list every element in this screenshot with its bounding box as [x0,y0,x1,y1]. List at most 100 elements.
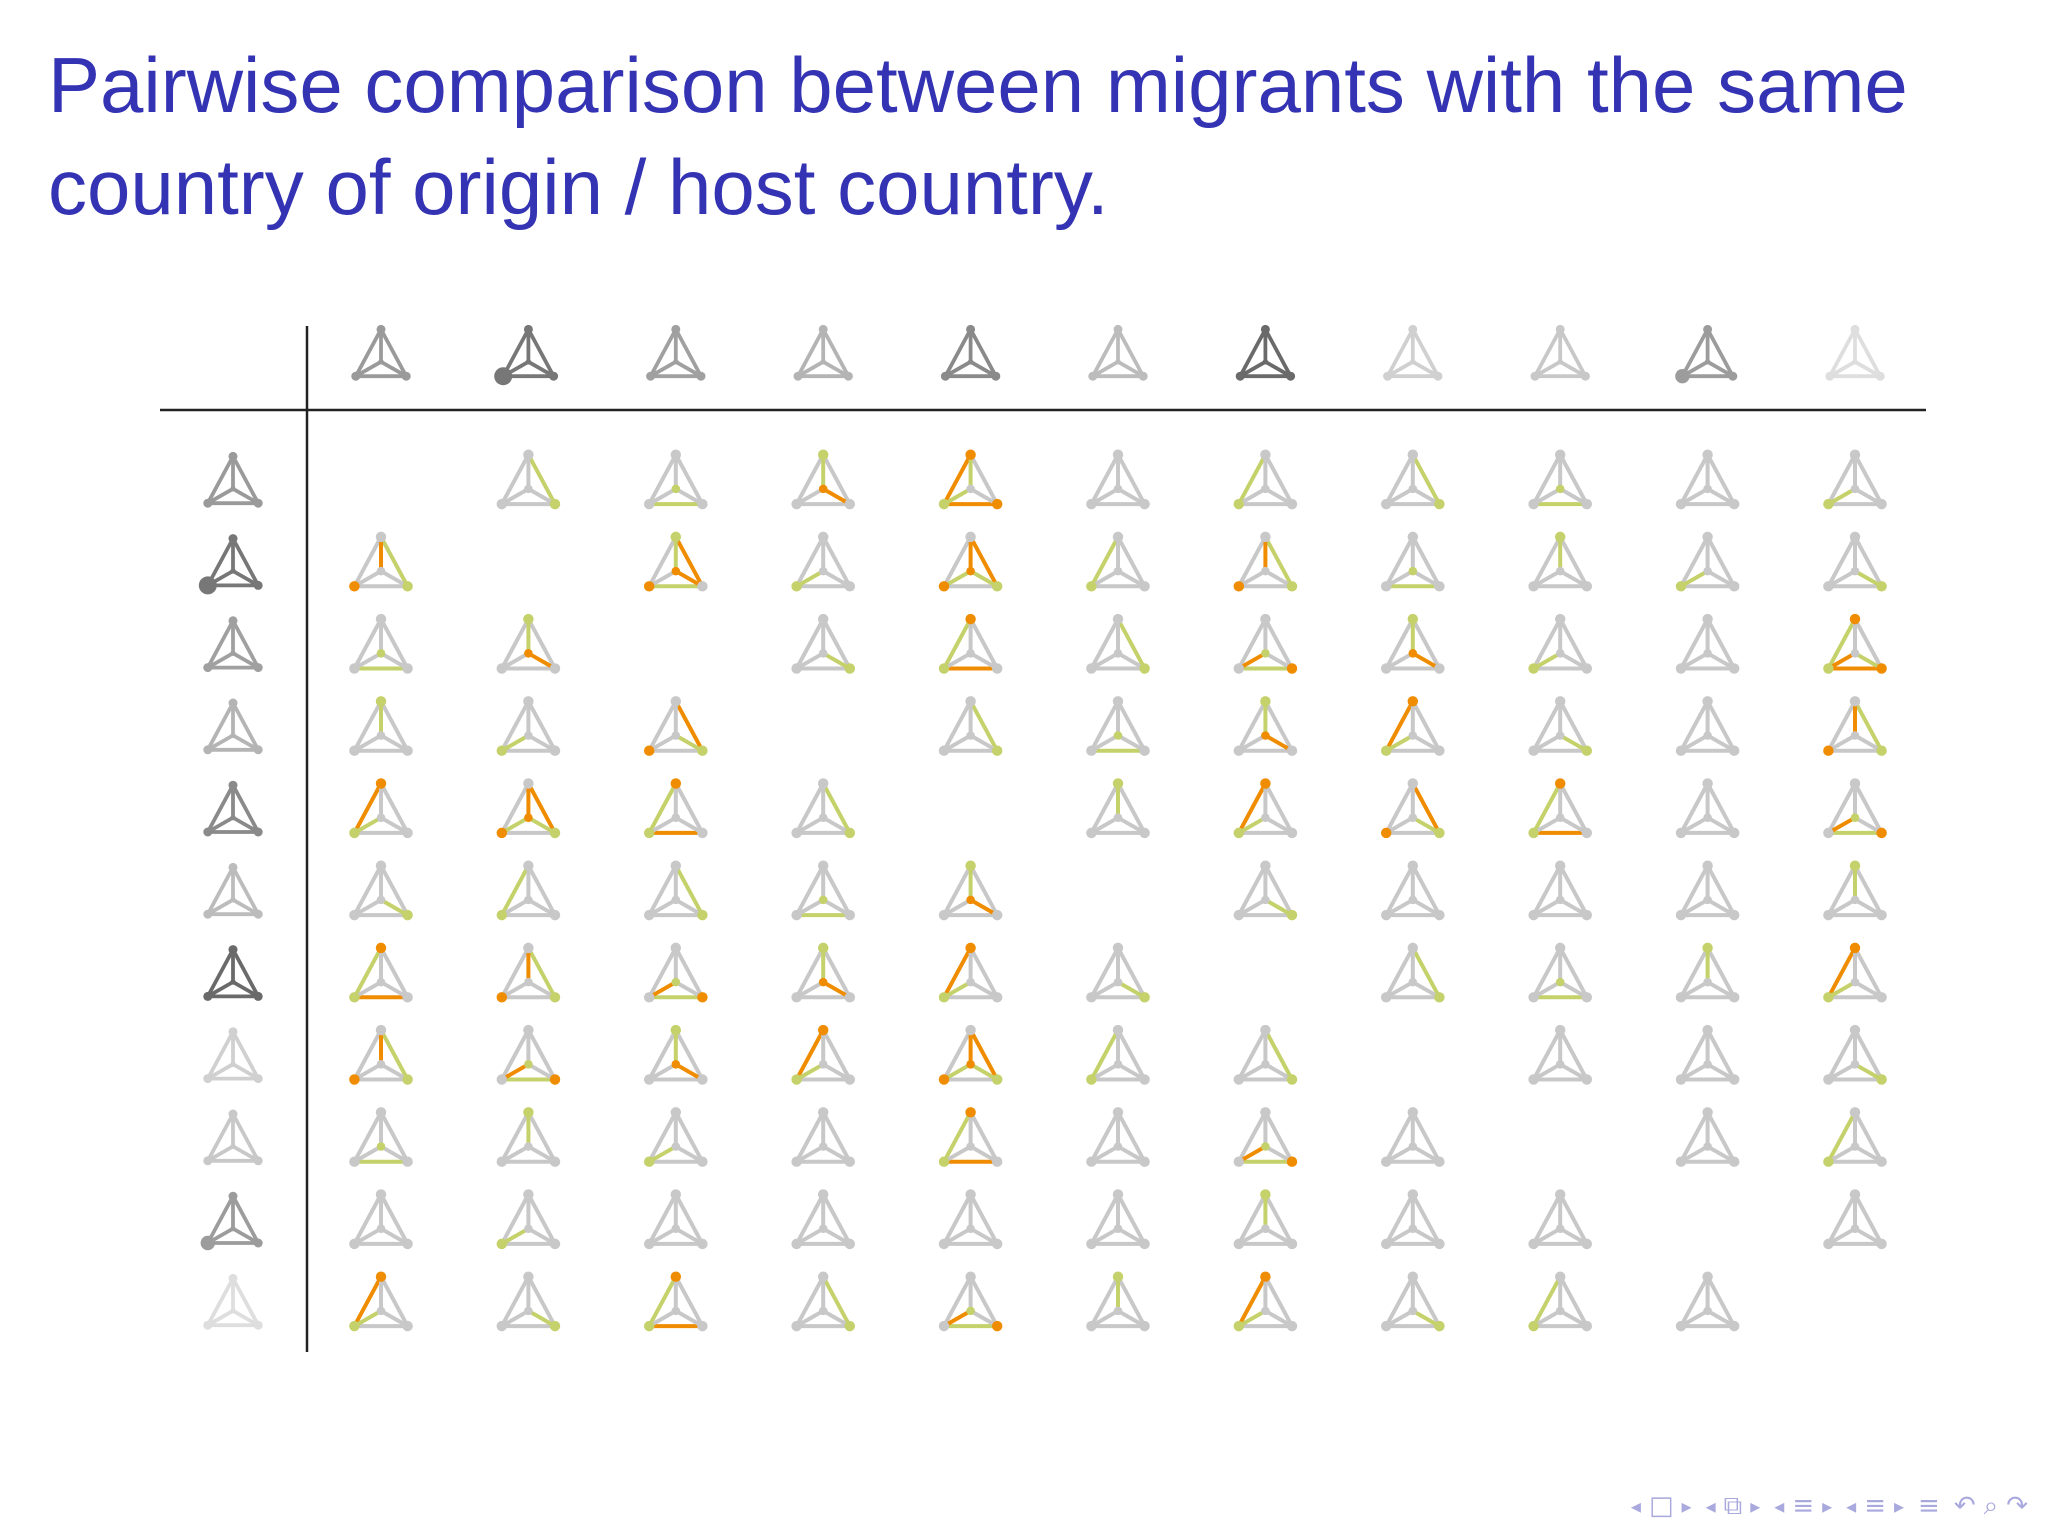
nav-next-subsection-icon[interactable]: ▸ [1894,1494,1905,1518]
motif-edge [499,1028,531,1082]
nav-slide-icon[interactable]: ⧉ [1723,1491,1743,1521]
nav-prev-slide-icon[interactable]: ◂ [1705,1494,1716,1518]
motif-node [1849,696,1861,707]
matrix-cell-motif [496,1271,561,1332]
matrix-cell-motif [496,1024,561,1085]
nav-section-icon[interactable]: ≡ [1792,1491,1815,1521]
motif-node [1086,745,1097,756]
motif-node [844,1238,856,1250]
motif-edge [1558,452,1589,507]
nav-document-icon[interactable]: ≡ [1918,1491,1940,1521]
matrix-cell-motif [1823,1189,1887,1250]
motif-edge [943,327,973,379]
motif-node [203,1156,213,1166]
motif-edge [1853,327,1883,379]
motif-node [1233,1320,1245,1332]
matrix-cell-motif [349,860,413,921]
motif-node [1675,827,1687,839]
nav-forward-icon[interactable]: ↷ [2006,1491,2028,1521]
motif-node [496,745,508,756]
motif-edge [1531,1274,1563,1329]
motif-edge [1558,327,1588,379]
motif-node [1112,449,1124,460]
motif-node [1528,498,1539,510]
nav-back-icon[interactable]: ↶ [1953,1491,1976,1521]
motif-node [1407,1189,1419,1200]
motif-edge [352,699,383,753]
matrix-cell-motif [938,860,1003,921]
motif-edge [379,781,410,835]
motif-node [697,992,708,1003]
motif-node [817,1107,829,1118]
nav-next-section-icon[interactable]: ▸ [1822,1494,1833,1518]
motif-node [696,371,706,381]
motif-node [697,827,708,839]
nav-frame-icon[interactable]: □ [1648,1491,1674,1521]
matrix-cell-motif [1380,1107,1445,1167]
motif-edge [1826,863,1857,918]
motif-node [203,909,213,919]
motif-node [1823,909,1834,921]
motif-edge [205,980,235,999]
motif-node [1728,498,1740,510]
motif-node [1434,909,1445,921]
motif-edge [648,327,678,379]
motif-node [1554,613,1566,625]
motif-edge [1263,359,1293,379]
motif-node [351,371,361,381]
matrix-cell-motif [496,860,561,921]
motif-node [697,745,708,756]
motif-node [1557,359,1563,365]
nav-next-slide-icon[interactable]: ▸ [1750,1494,1761,1518]
row-header-motif [203,1109,263,1166]
motif-edge [379,534,410,589]
motif-edge [379,1192,410,1246]
row-header-motif [203,1273,263,1330]
motif-node [230,979,236,985]
motif-node [938,745,950,756]
motif-node [1823,1238,1834,1250]
motif-edge [647,781,678,835]
motif-edge [942,863,973,918]
nav-prev-subsection-icon[interactable]: ◂ [1846,1494,1857,1518]
matrix-cell-motif [643,1271,708,1332]
motif-edge [942,699,973,753]
motif-node [376,895,386,905]
motif-edge [1263,781,1294,835]
motif-node [402,1238,413,1250]
motif-edge [1263,534,1294,589]
motif-node [1849,860,1861,871]
matrix-cell-motif [1823,696,1887,756]
motif-edge [673,1192,705,1246]
motif-node [1823,498,1834,510]
motif-node [1233,498,1245,510]
motif-edge [794,452,826,507]
motif-node [1555,484,1565,494]
nav-prev-section-icon[interactable]: ◂ [1774,1494,1785,1518]
motif-node [1260,696,1271,707]
motif-node [938,1156,950,1167]
motif-node [230,568,236,574]
motif-node [402,827,413,839]
motif-node [228,1191,238,1201]
matrix-cell-motif [1086,942,1150,1003]
matrix-cell-motif [643,1024,708,1085]
motif-edge [1410,863,1442,918]
motif-node [965,1189,976,1200]
motif-edge [968,1192,1000,1246]
matrix-cell-motif [1675,1107,1740,1167]
motif-node [643,498,655,510]
motif-edge [794,1274,826,1329]
nav-subsection-icon[interactable]: ≡ [1864,1491,1886,1521]
motif-node [1876,663,1887,674]
matrix-cell-motif [938,1271,1003,1332]
nav-search-icon[interactable]: ⌕ [1983,1491,1999,1521]
motif-edge [796,327,826,379]
motif-edge [1826,699,1857,753]
motif-node [1286,1156,1298,1167]
nav-prev-frame-icon[interactable]: ◂ [1630,1494,1641,1518]
nav-next-frame-icon[interactable]: ▸ [1681,1494,1692,1518]
motif-node [1260,1024,1271,1036]
motif-node [549,663,561,674]
matrix-cell-motif [1675,449,1740,510]
